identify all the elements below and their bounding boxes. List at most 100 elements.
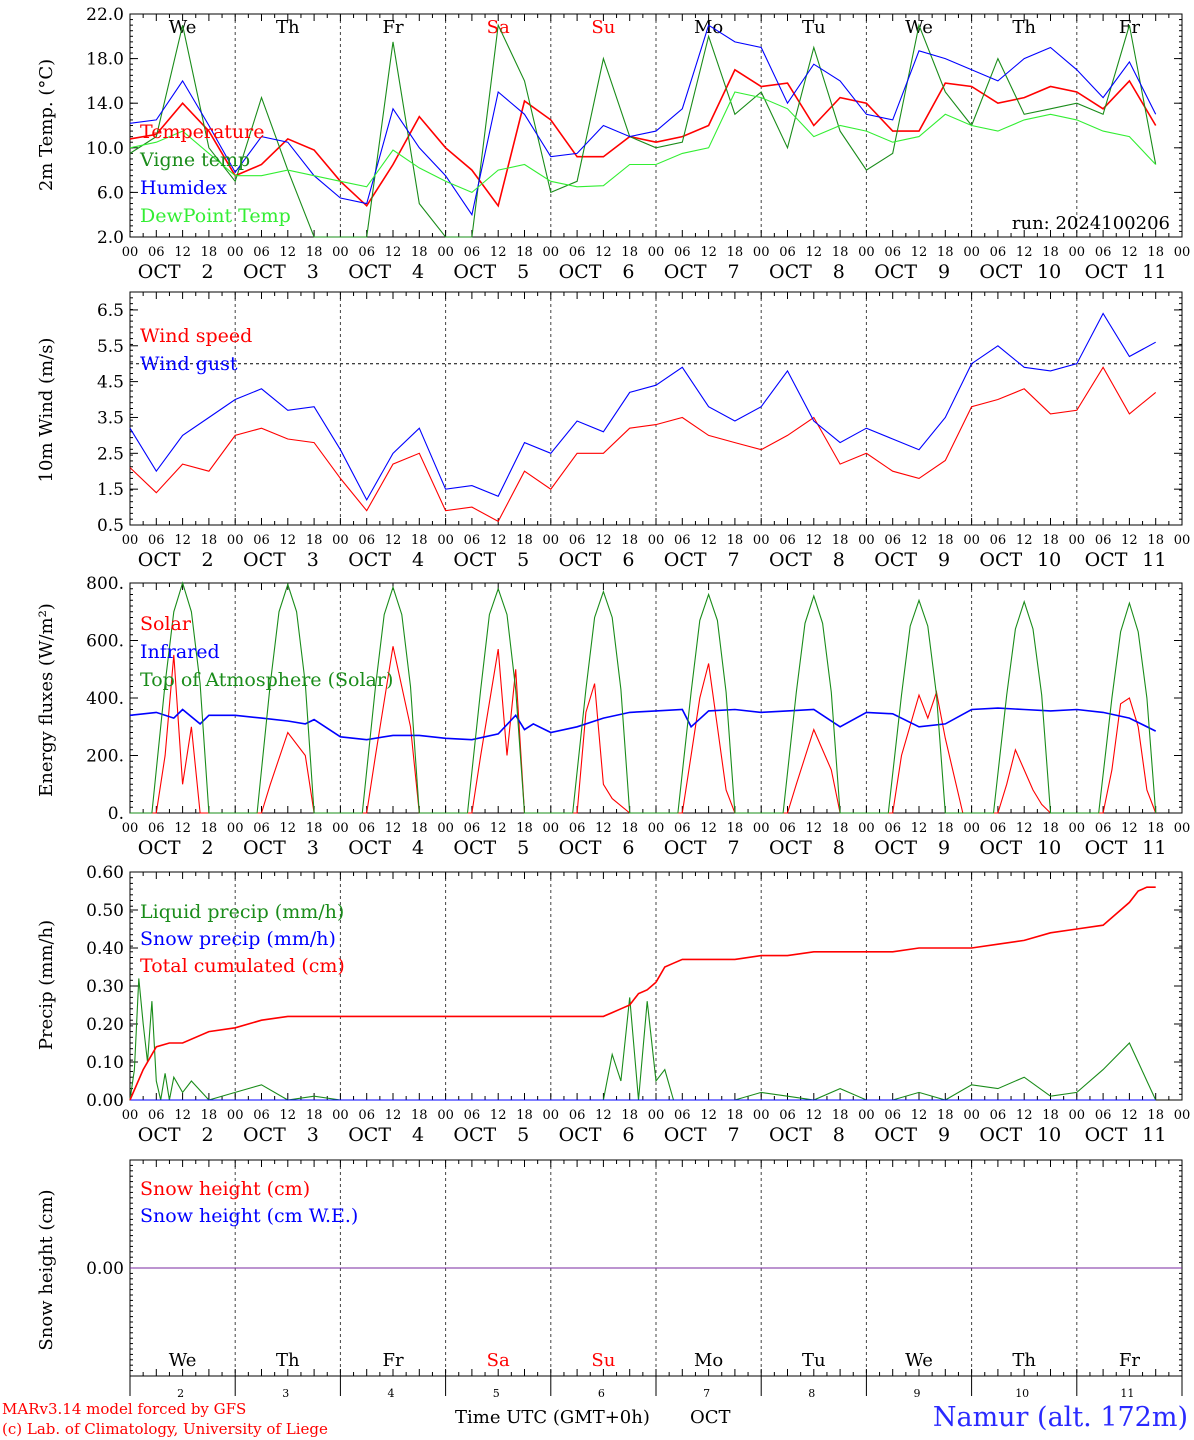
hour-tick-label: 00: [122, 1108, 139, 1123]
hour-tick-label: 12: [1121, 821, 1138, 836]
hour-tick-label: 12: [1016, 1108, 1033, 1123]
hour-tick-label: 06: [884, 1108, 901, 1123]
hour-tick-label: 00: [543, 533, 560, 548]
hour-tick-label: 12: [280, 1108, 297, 1123]
series-line: [129, 978, 1157, 1101]
y-tick-label: 22.0: [86, 5, 124, 25]
hour-tick-label: 18: [306, 821, 323, 836]
weekday-label: Fr: [1119, 1350, 1140, 1371]
month-label: OCT: [769, 261, 812, 283]
hour-tick-label: 06: [779, 1108, 796, 1123]
date-label: 4: [412, 837, 424, 859]
hour-tick-label: 06: [253, 1108, 270, 1123]
legend-entry: Wind speed: [140, 325, 252, 347]
hour-tick-label: 06: [358, 533, 375, 548]
weekday-label: Su: [591, 17, 615, 38]
run-label: run: 2024100206: [1012, 213, 1170, 234]
hour-tick-label: 18: [201, 1108, 218, 1123]
hour-tick-label: 12: [490, 245, 507, 260]
y-tick-label: 4.5: [97, 373, 124, 393]
hour-tick-label: 06: [884, 245, 901, 260]
hour-tick-label: 18: [937, 245, 954, 260]
date-label: 5: [517, 1124, 529, 1146]
hour-tick-label: 00: [543, 821, 560, 836]
hour-tick-label: 00: [122, 533, 139, 548]
month-label: OCT: [243, 549, 286, 571]
hour-tick-label: 18: [1042, 1108, 1059, 1123]
y-tick-label: 3.5: [97, 408, 124, 428]
hour-tick-label: 00: [543, 1108, 560, 1123]
hour-tick-label: 00: [332, 821, 349, 836]
hour-tick-label: 06: [253, 821, 270, 836]
date-label: 2: [202, 549, 214, 571]
month-label: OCT: [453, 1124, 496, 1146]
hour-tick-label: 06: [569, 821, 586, 836]
date-label: 2: [202, 837, 214, 859]
date-label: 7: [728, 549, 740, 571]
hour-tick-label: 12: [911, 1108, 928, 1123]
hour-tick-label: 12: [911, 245, 928, 260]
month-label: OCT: [1085, 261, 1128, 283]
date-label: 5: [493, 1387, 500, 1400]
date-label: 11: [1142, 261, 1166, 283]
weekday-label: Th: [276, 17, 300, 38]
hour-tick-label: 06: [779, 245, 796, 260]
hour-tick-label: 18: [621, 1108, 638, 1123]
hour-tick-label: 00: [753, 821, 770, 836]
hour-tick-label: 18: [621, 533, 638, 548]
hour-tick-label: 06: [358, 1108, 375, 1123]
hour-tick-label: 12: [490, 533, 507, 548]
date-label: 3: [307, 1124, 319, 1146]
hour-tick-label: 12: [385, 245, 402, 260]
station-label: Namur (alt. 172m): [933, 1402, 1188, 1433]
month-label: OCT: [979, 261, 1022, 283]
hour-tick-label: 06: [464, 533, 481, 548]
hour-tick-label: 12: [1016, 245, 1033, 260]
hour-tick-label: 18: [516, 821, 533, 836]
legend-entry: Wind gust: [140, 353, 238, 375]
weekday-label: Tu: [802, 17, 826, 38]
x-axis-month: OCT: [690, 1407, 731, 1428]
hour-tick-label: 18: [201, 245, 218, 260]
hour-tick-label: 00: [858, 533, 875, 548]
hour-tick-label: 06: [990, 245, 1007, 260]
series-line: [129, 886, 1156, 1101]
y-tick-label: 6.0: [97, 183, 124, 203]
hour-tick-label: 00: [227, 245, 244, 260]
month-label: OCT: [348, 1124, 391, 1146]
hour-tick-label: 18: [306, 533, 323, 548]
date-label: 6: [622, 261, 634, 283]
hour-tick-label: 00: [963, 821, 980, 836]
date-label: 7: [728, 837, 740, 859]
hour-tick-label: 12: [174, 821, 191, 836]
date-label: 6: [622, 549, 634, 571]
hour-tick-label: 00: [1174, 533, 1191, 548]
y-tick-label: 2.0: [97, 228, 124, 248]
date-label: 6: [622, 1124, 634, 1146]
hour-tick-label: 00: [122, 245, 139, 260]
month-label: OCT: [559, 1124, 602, 1146]
legend-entry: Snow precip (mm/h): [140, 928, 336, 950]
hour-tick-label: 12: [806, 245, 823, 260]
wind-panel: 6.5 5.5 4.5 3.5 2.5 1.5 0.5 10m Wind (m/s) Wind …: [36, 291, 1191, 571]
hour-tick-label: 00: [753, 1108, 770, 1123]
hour-tick-label: 00: [1069, 245, 1086, 260]
hour-tick-label: 00: [963, 1108, 980, 1123]
y-tick-label: 600.: [86, 632, 124, 652]
date-label: 11: [1142, 1124, 1166, 1146]
date-label: 4: [412, 261, 424, 283]
hour-tick-label: 06: [1095, 533, 1112, 548]
date-label: 7: [728, 261, 740, 283]
hour-tick-label: 18: [411, 1108, 428, 1123]
hour-tick-label: 18: [727, 245, 744, 260]
hour-tick-label: 18: [516, 533, 533, 548]
y-tick-label: 0.40: [86, 939, 124, 959]
date-label: 11: [1142, 549, 1166, 571]
lab-credit: (c) Lab. of Climatology, University of L…: [2, 1420, 328, 1438]
hour-tick-label: 12: [700, 533, 717, 548]
date-label: 6: [598, 1387, 605, 1400]
hour-tick-label: 00: [437, 245, 454, 260]
series-line: [129, 24, 1157, 217]
hour-tick-label: 18: [201, 533, 218, 548]
